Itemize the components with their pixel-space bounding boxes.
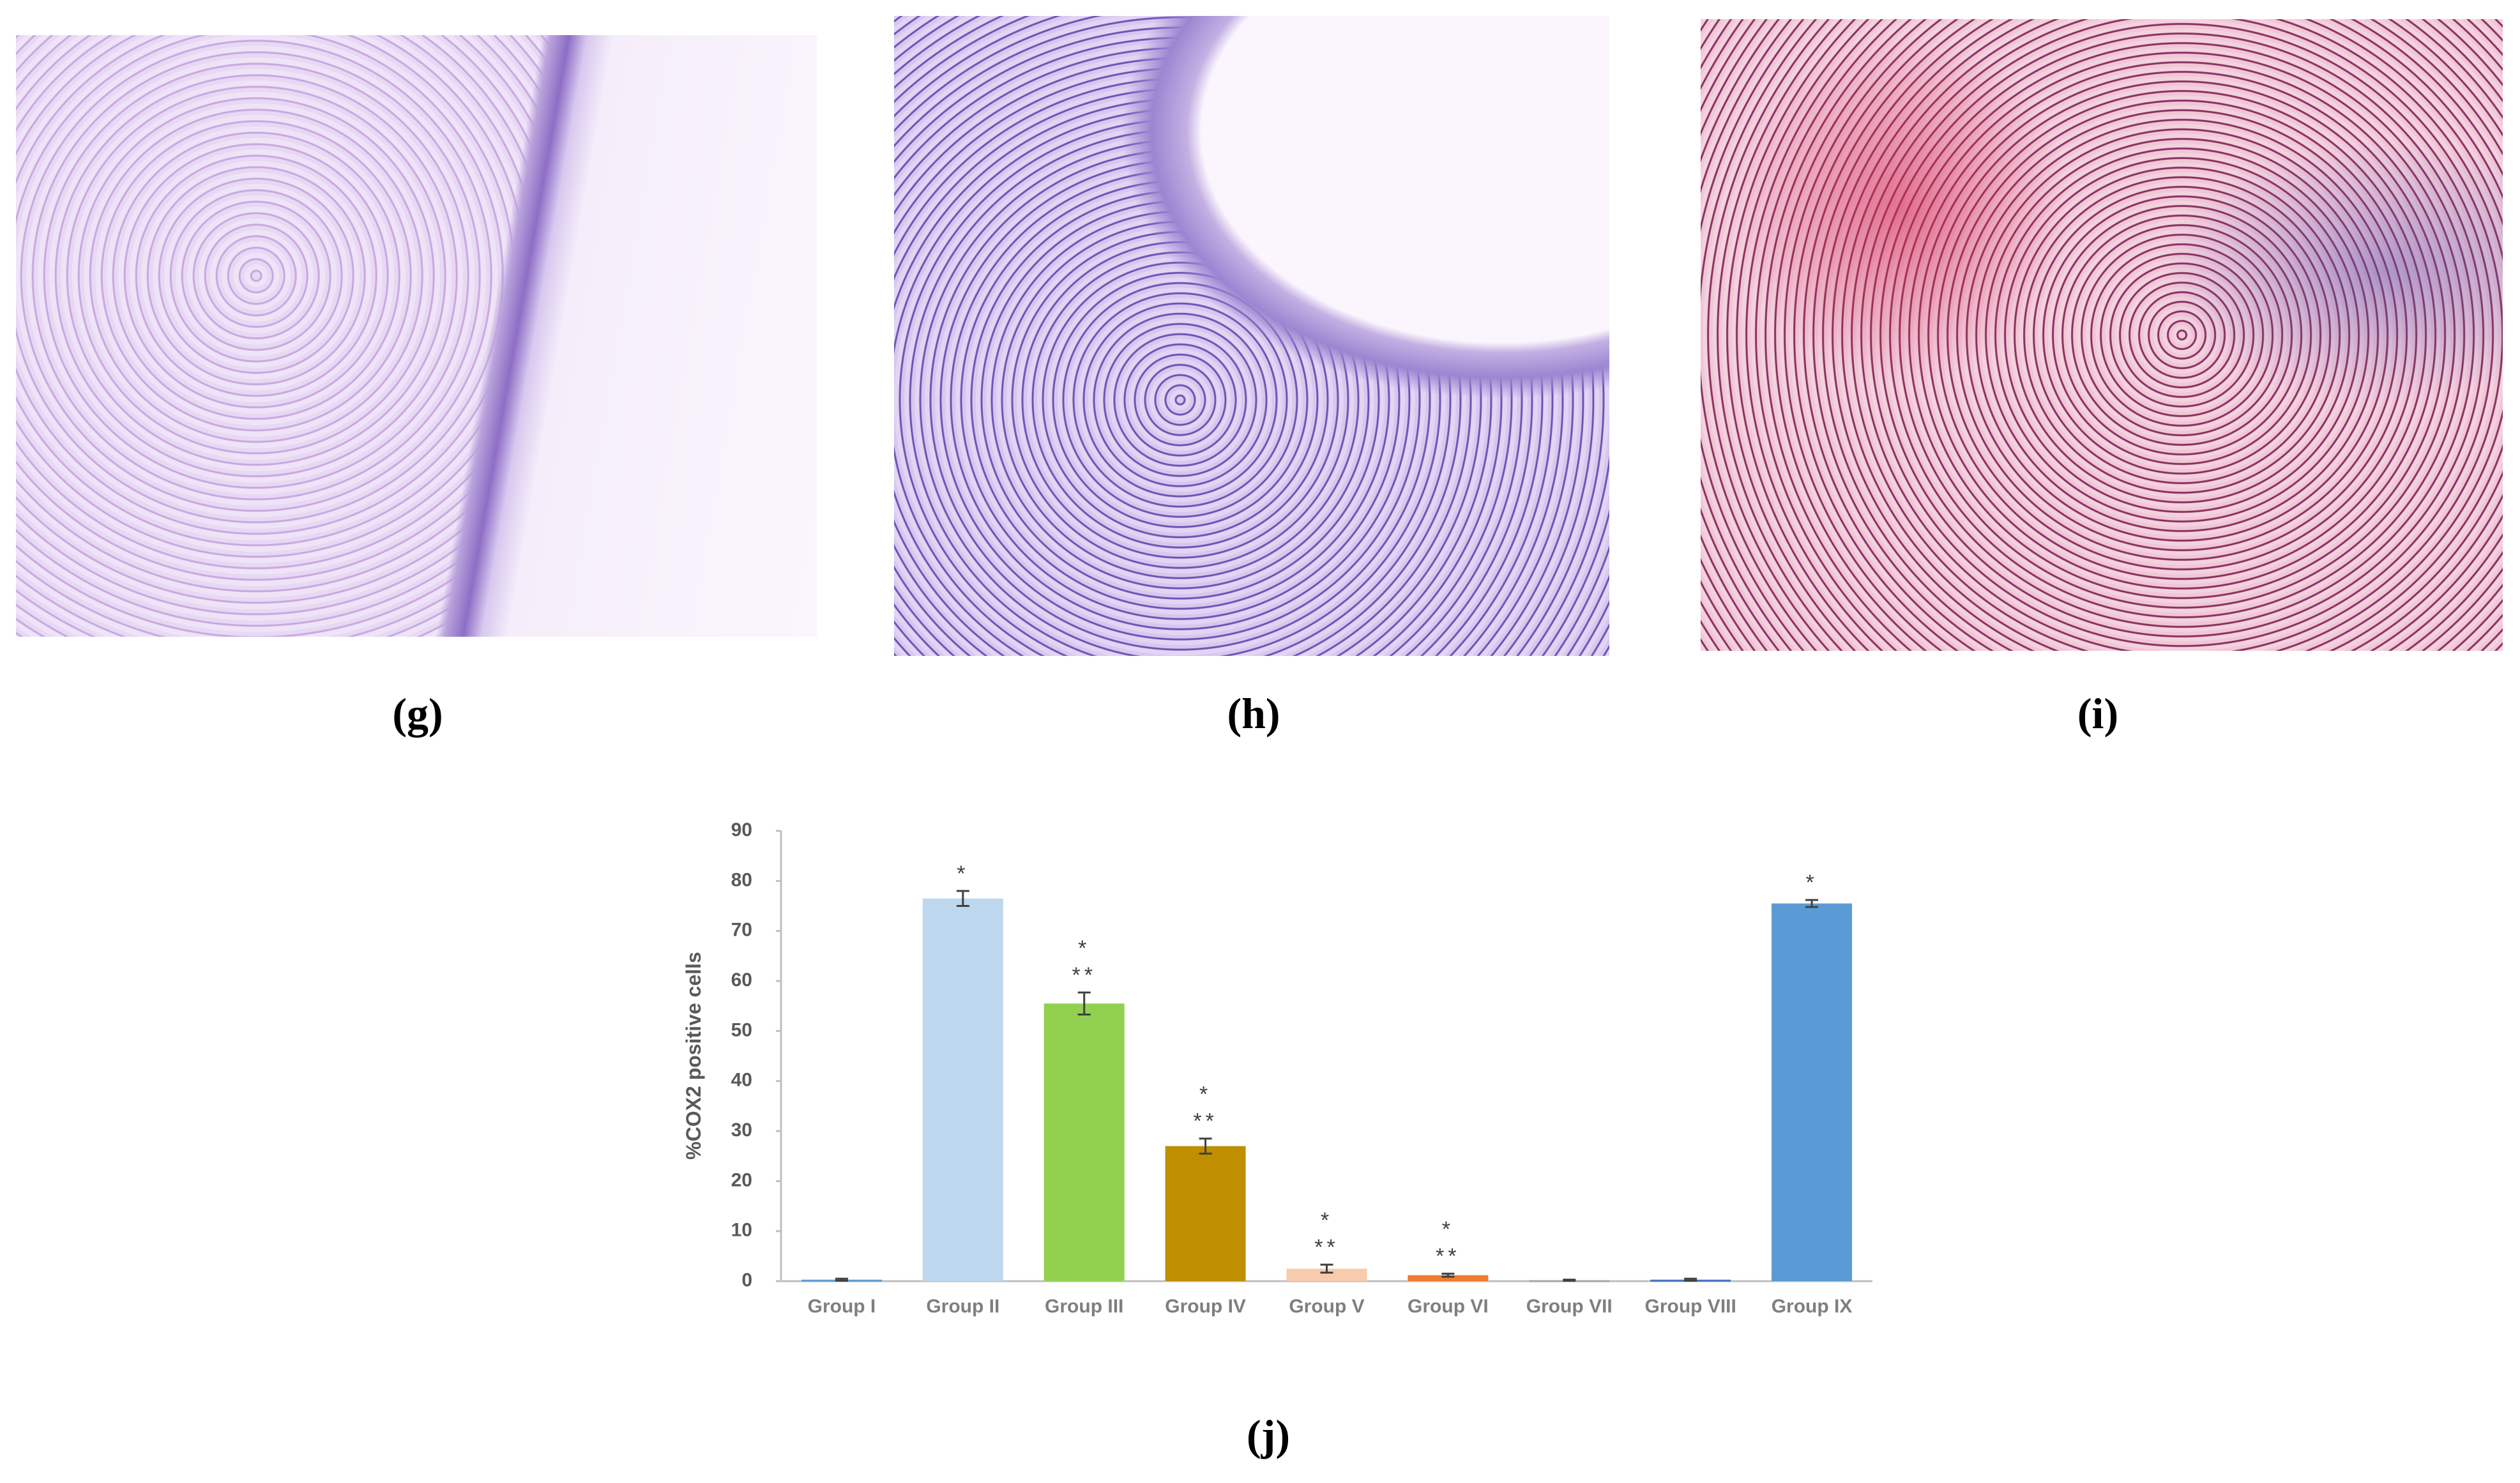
bar bbox=[1408, 1275, 1489, 1281]
bar bbox=[922, 898, 1003, 1281]
significance-label: ** bbox=[1314, 1235, 1339, 1259]
y-axis-label: %COX2 positive cells bbox=[682, 952, 705, 1159]
y-tick-label: 70 bbox=[731, 920, 752, 941]
micrograph-h bbox=[894, 16, 1609, 656]
significance-label: ** bbox=[1436, 1244, 1460, 1268]
x-tick-label: Group IV bbox=[1165, 1296, 1246, 1317]
panel-label: (j) bbox=[1247, 1411, 1290, 1459]
y-tick-label: 30 bbox=[731, 1120, 752, 1141]
y-tick-label: 40 bbox=[731, 1070, 752, 1091]
x-tick-label: Group VI bbox=[1408, 1296, 1489, 1317]
micrograph-g bbox=[16, 35, 817, 637]
x-tick-label: Group V bbox=[1289, 1296, 1365, 1317]
significance-label: * bbox=[1078, 936, 1090, 961]
significance-label: * bbox=[1442, 1217, 1454, 1242]
significance-label: * bbox=[1321, 1208, 1333, 1233]
significance-label: * bbox=[1199, 1083, 1211, 1107]
bar bbox=[1165, 1146, 1246, 1281]
y-tick-label: 50 bbox=[731, 1019, 752, 1040]
x-tick-label: Group I bbox=[807, 1296, 876, 1317]
y-tick-label: 60 bbox=[731, 970, 752, 991]
bar bbox=[1286, 1268, 1367, 1281]
y-tick-label: 10 bbox=[731, 1220, 752, 1241]
x-tick-label: Group VIII bbox=[1644, 1296, 1736, 1317]
y-tick-label: 20 bbox=[731, 1169, 752, 1190]
panel-label: (i) bbox=[2077, 689, 2118, 738]
bar bbox=[1044, 1003, 1125, 1281]
x-tick-label: Group III bbox=[1045, 1296, 1124, 1317]
x-tick-label: Group II bbox=[926, 1296, 1000, 1317]
y-tick-label: 0 bbox=[741, 1270, 752, 1291]
x-tick-label: Group VII bbox=[1526, 1296, 1613, 1317]
significance-label: ** bbox=[1193, 1109, 1217, 1134]
y-tick-label: 80 bbox=[731, 869, 752, 890]
micrograph-i bbox=[1701, 19, 2503, 651]
significance-label: ** bbox=[1072, 963, 1096, 987]
significance-label: * bbox=[957, 862, 969, 886]
panel-label: (g) bbox=[392, 689, 443, 738]
panel-label: (h) bbox=[1227, 689, 1280, 738]
significance-label: * bbox=[1805, 871, 1818, 895]
y-tick-label: 90 bbox=[731, 819, 752, 840]
x-tick-label: Group IX bbox=[1771, 1296, 1853, 1317]
bar bbox=[1772, 903, 1853, 1281]
